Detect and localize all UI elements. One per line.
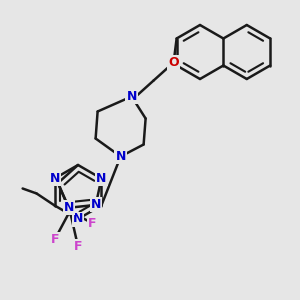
Text: N: N — [126, 90, 137, 103]
Text: N: N — [96, 172, 106, 185]
Text: N: N — [64, 201, 74, 214]
Text: N: N — [73, 212, 83, 226]
Text: N: N — [116, 150, 126, 163]
Text: N: N — [91, 198, 101, 212]
Text: N: N — [50, 172, 60, 185]
Text: /: / — [34, 190, 35, 191]
Text: O: O — [168, 56, 179, 69]
Text: F: F — [51, 232, 59, 246]
Text: F: F — [88, 217, 96, 230]
Text: F: F — [74, 240, 82, 253]
